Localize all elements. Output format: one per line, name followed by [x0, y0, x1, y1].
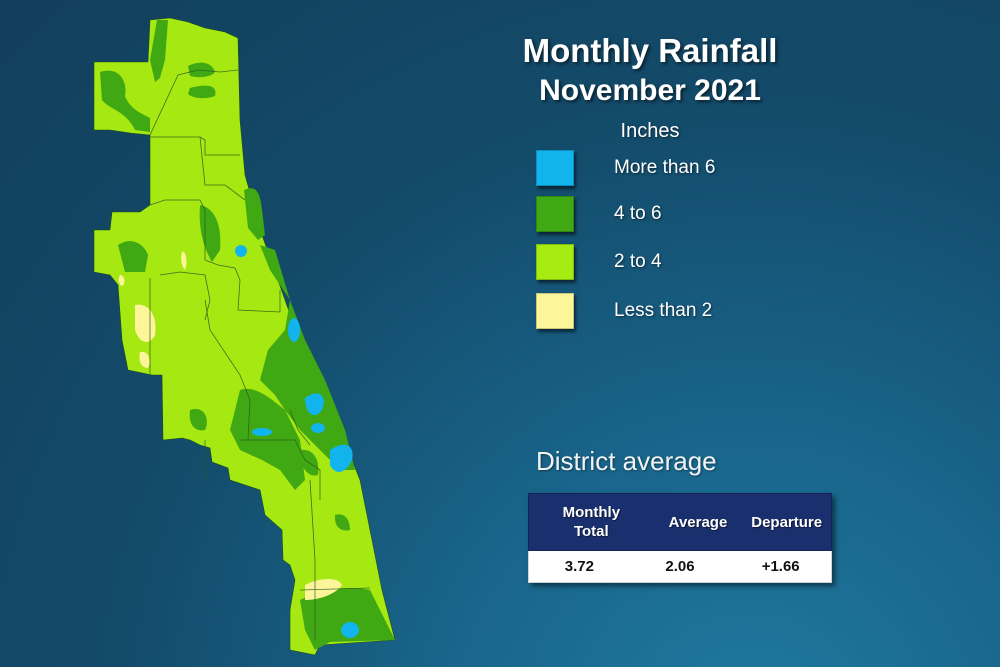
- legend-label: More than 6: [614, 157, 716, 178]
- header-departure: Departure: [751, 513, 823, 531]
- table-header-row: Monthly Total Average Departure: [528, 493, 832, 551]
- value-departure: +1.66: [761, 558, 800, 575]
- legend-item-less-than-2: Less than 2: [536, 293, 712, 329]
- legend-label: 2 to 4: [614, 251, 662, 272]
- header-average: Average: [668, 513, 728, 531]
- table-row: 3.72 2.06 +1.66: [528, 551, 832, 583]
- legend-label: Less than 2: [614, 300, 713, 321]
- district-average-title: District average: [536, 446, 717, 476]
- map-title: Monthly Rainfall: [522, 32, 778, 69]
- map-subtitle-date: November 2021: [539, 74, 761, 107]
- value-monthly-total: 3.72: [564, 558, 594, 575]
- legend-item-more-than-6: More than 6: [536, 150, 715, 186]
- district-average-table: Monthly Total Average Departure 3.72 2.0…: [528, 493, 832, 583]
- legend-item-4-to-6: 4 to 6: [536, 196, 662, 232]
- legend-swatch-dark-green: [536, 196, 574, 232]
- legend-swatch-light-green: [536, 244, 574, 280]
- legend-swatch-yellow: [536, 293, 574, 329]
- units-label: Inches: [620, 120, 680, 142]
- legend-item-2-to-4: 2 to 4: [536, 244, 662, 280]
- rainfall-map: [93, 17, 396, 656]
- legend-label: 4 to 6: [614, 203, 662, 224]
- header-monthly-total: Monthly Total: [562, 504, 621, 540]
- value-average: 2.06: [665, 558, 695, 575]
- legend-swatch-blue: [536, 150, 574, 186]
